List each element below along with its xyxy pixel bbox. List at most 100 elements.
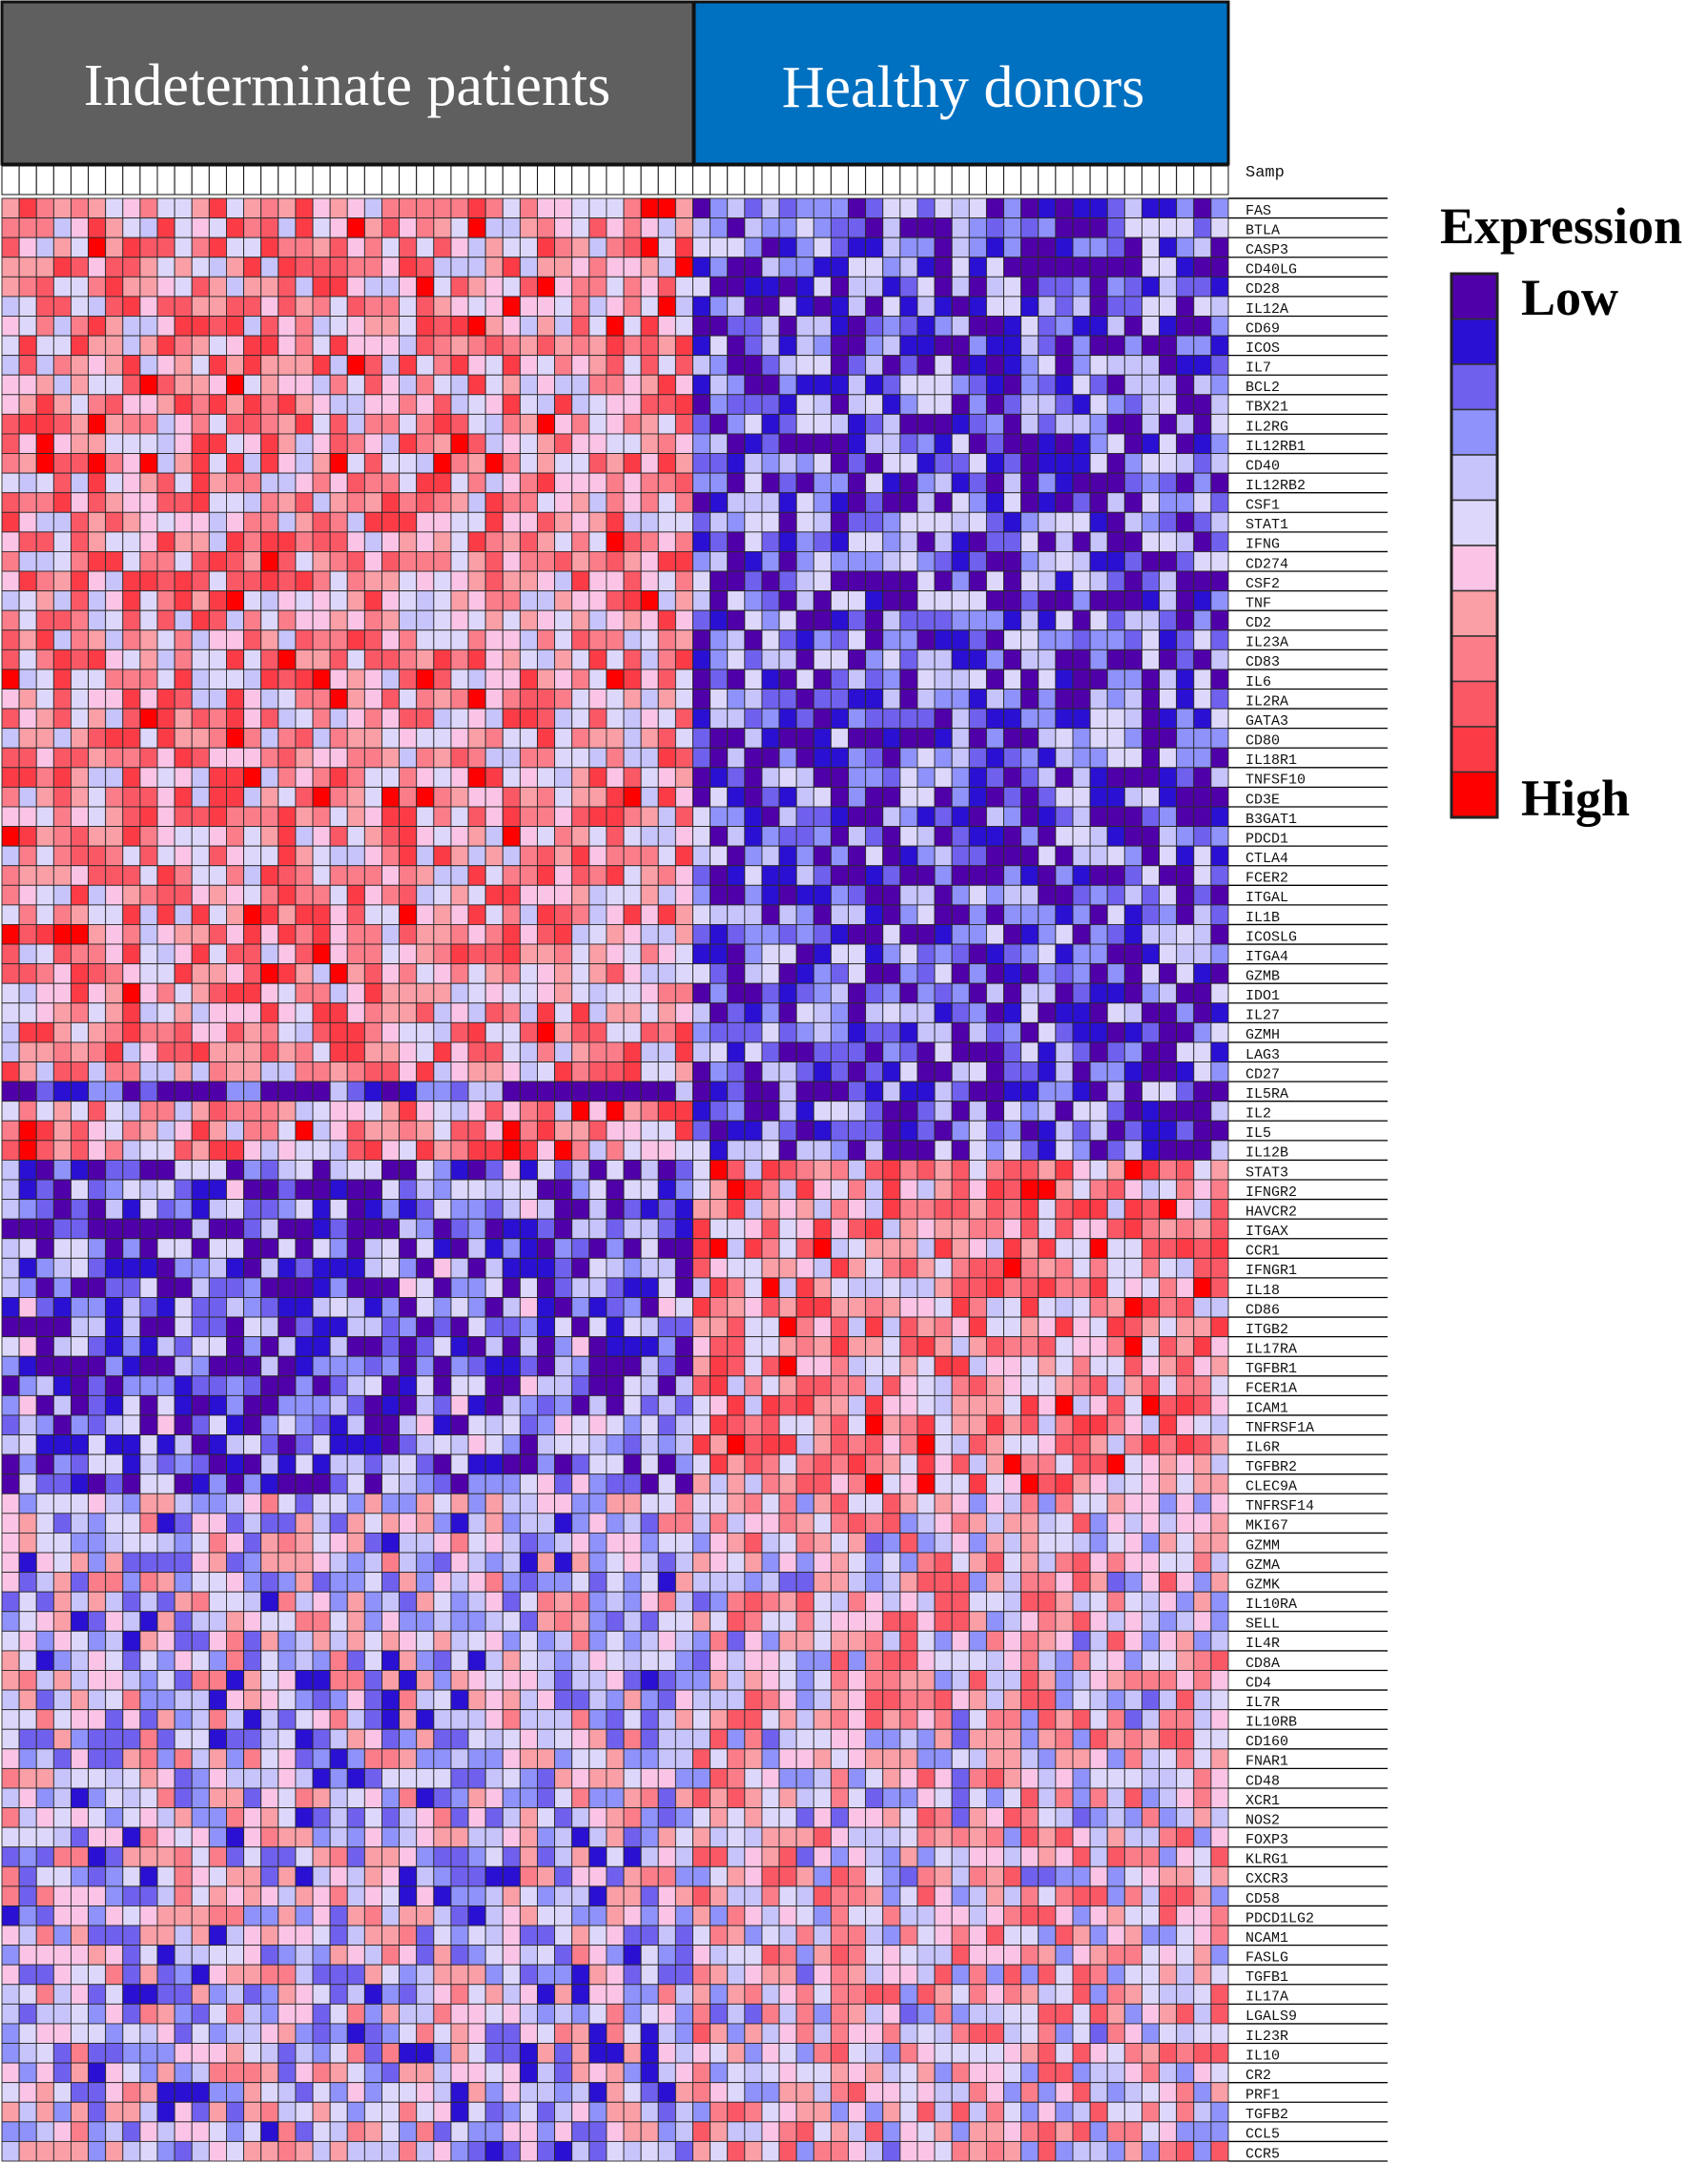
heatmap-cell: [1141, 865, 1160, 886]
heatmap-cell: [588, 1414, 607, 1435]
heatmap-cell: [105, 1002, 124, 1023]
heatmap-cell: [761, 1513, 780, 1534]
heatmap-cell: [1, 669, 20, 690]
heatmap-cell: [122, 865, 141, 886]
heatmap-cell: [1038, 394, 1057, 415]
heatmap-cell: [70, 689, 90, 710]
heatmap-cell: [674, 728, 693, 749]
heatmap-cell: [381, 786, 401, 808]
heatmap-cell: [692, 1375, 711, 1396]
heatmap-cell: [1003, 943, 1022, 965]
heatmap-cell: [70, 590, 90, 611]
heatmap-cell: [657, 1199, 676, 1220]
heatmap-cell: [122, 511, 141, 533]
heatmap-cell: [1, 1218, 20, 1240]
heatmap-cell: [519, 472, 538, 494]
heatmap-cell: [1176, 413, 1195, 435]
heatmap-cell: [243, 511, 262, 533]
heatmap-cell: [1055, 1414, 1074, 1435]
heatmap-cell: [1038, 1414, 1057, 1435]
heatmap-cell: [295, 728, 314, 749]
heatmap-cell: [1089, 1140, 1108, 1161]
heatmap-cell: [744, 708, 763, 730]
heatmap-cell: [623, 1257, 642, 1279]
heatmap-cell: [191, 335, 210, 357]
heatmap-cell: [1106, 1414, 1125, 1435]
heatmap-cell: [1003, 257, 1022, 278]
heatmap-cell: [657, 943, 676, 965]
heatmap-cell: [260, 237, 279, 258]
heatmap-cell: [1003, 1257, 1022, 1279]
heatmap-cell: [916, 1316, 936, 1338]
heatmap-cell: [156, 453, 175, 474]
heatmap-cell: [1176, 963, 1195, 984]
heatmap-cell: [795, 924, 814, 945]
heatmap-cell: [1072, 963, 1091, 984]
heatmap-cell: [674, 786, 693, 808]
heatmap-cell: [778, 1041, 797, 1062]
heatmap-cell: [571, 1120, 590, 1142]
heatmap-cell: [122, 531, 141, 552]
heatmap-cell: [363, 335, 382, 357]
heatmap-cell: [467, 413, 486, 435]
heatmap-cell: [88, 1277, 107, 1298]
heatmap-cell: [139, 1041, 158, 1062]
heatmap-cell: [1020, 1493, 1039, 1514]
heatmap-cell: [381, 1159, 401, 1181]
heatmap-cell: [727, 335, 746, 357]
heatmap-cell: [226, 1453, 245, 1475]
heatmap-cell: [88, 924, 107, 945]
heatmap-cell: [1003, 511, 1022, 533]
heatmap-cell: [727, 1297, 746, 1318]
heatmap-cell: [208, 609, 227, 631]
heatmap-cell: [710, 728, 729, 749]
heatmap-cell: [467, 884, 486, 906]
heatmap-cell: [899, 1021, 918, 1043]
heatmap-cell: [934, 747, 953, 769]
heatmap-cell: [865, 1159, 884, 1181]
heatmap-cell: [312, 845, 331, 867]
heatmap-cell: [727, 374, 746, 396]
heatmap-cell: [88, 1218, 107, 1240]
heatmap-cell: [813, 1120, 832, 1142]
heatmap-cell: [1193, 296, 1212, 317]
heatmap-cell: [484, 472, 504, 494]
heatmap-cell: [1089, 1002, 1108, 1023]
heatmap-cell: [208, 1552, 227, 1574]
heatmap-cell: [1, 1199, 20, 1220]
heatmap-cell: [1089, 492, 1108, 513]
heatmap-cell: [381, 806, 401, 828]
heatmap-cell: [346, 845, 365, 867]
heatmap-cell: [1141, 237, 1160, 258]
heatmap-cell: [968, 237, 987, 258]
heatmap-cell: [450, 629, 469, 650]
heatmap-cell: [260, 1159, 279, 1181]
heatmap-cell: [761, 845, 780, 867]
heatmap-cell: [606, 649, 625, 670]
heatmap-cell: [105, 1159, 124, 1181]
heatmap-cell: [122, 217, 141, 238]
heatmap-cell: [795, 590, 814, 611]
heatmap-cell: [156, 963, 175, 984]
heatmap-cell: [52, 609, 72, 631]
sample-cell: [502, 165, 521, 196]
heatmap-cell: [295, 1532, 314, 1554]
heatmap-cell: [243, 1140, 262, 1161]
sample-cell: [623, 165, 642, 196]
heatmap-cell: [467, 1394, 486, 1416]
heatmap-cell: [657, 1493, 676, 1514]
heatmap-cell: [1, 276, 20, 298]
heatmap-cell: [813, 806, 832, 828]
heatmap-cell: [1, 649, 20, 670]
heatmap-cell: [710, 374, 729, 396]
heatmap-cell: [260, 963, 279, 984]
heatmap-cell: [571, 1316, 590, 1338]
heatmap-cell: [537, 689, 556, 710]
heatmap-cell: [70, 845, 90, 867]
heatmap-cell: [174, 982, 193, 1004]
heatmap-cell: [813, 708, 832, 730]
heatmap-cell: [243, 335, 262, 357]
heatmap-cell: [1, 550, 20, 572]
heatmap-cell: [363, 708, 382, 730]
heatmap-cell: [588, 316, 607, 337]
